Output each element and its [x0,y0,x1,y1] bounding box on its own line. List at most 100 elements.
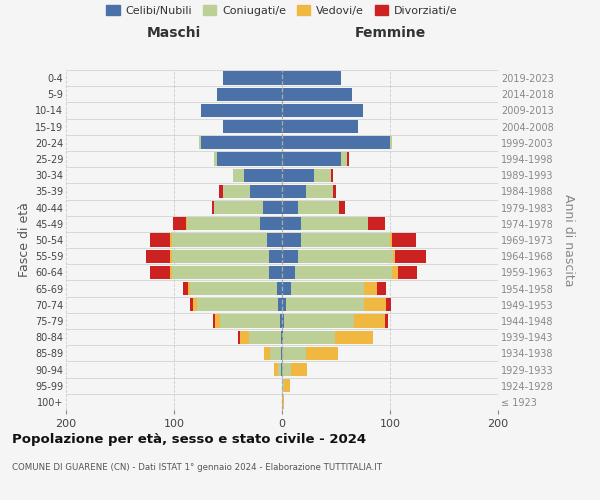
Bar [306,346,338,360]
Bar [278,363,281,376]
Bar [212,201,214,214]
Bar [295,266,392,279]
Bar [173,217,186,230]
Bar [364,298,386,312]
Bar [217,152,282,166]
Bar [150,266,170,279]
Bar [284,314,355,328]
Bar [385,314,388,328]
Bar [390,234,392,246]
Bar [150,234,170,246]
Bar [220,185,223,198]
Bar [269,250,282,263]
Bar [301,217,368,230]
Bar [238,330,240,344]
Bar [267,234,282,246]
Bar [314,168,331,182]
Bar [335,330,373,344]
Bar [339,201,344,214]
Bar [233,168,244,182]
Bar [281,330,282,344]
Bar [201,104,282,117]
Text: COMUNE DI GUARENE (CN) - Dati ISTAT 1° gennaio 2024 - Elaborazione TUTTITALIA.IT: COMUNE DI GUARENE (CN) - Dati ISTAT 1° g… [12,462,382,471]
Bar [281,363,282,376]
Bar [260,217,282,230]
Bar [197,298,278,312]
Bar [223,185,250,198]
Bar [282,88,352,101]
Bar [263,346,270,360]
Y-axis label: Anni di nascita: Anni di nascita [562,194,575,286]
Bar [386,298,391,312]
Bar [278,298,282,312]
Bar [377,282,386,295]
Bar [282,298,286,312]
Bar [282,250,298,263]
Bar [282,152,341,166]
Bar [283,330,335,344]
Bar [170,266,172,279]
Bar [298,250,393,263]
Legend: Celibi/Nubili, Coniugati/e, Vedovi/e, Divorziati/e: Celibi/Nubili, Coniugati/e, Vedovi/e, Di… [102,1,462,20]
Bar [282,266,295,279]
Bar [364,282,377,295]
Bar [282,168,314,182]
Bar [355,314,385,328]
Bar [282,136,390,149]
Bar [282,234,301,246]
Bar [282,282,290,295]
Bar [190,282,277,295]
Bar [282,346,306,360]
Bar [306,185,333,198]
Bar [368,217,385,230]
Bar [187,217,260,230]
Bar [282,379,284,392]
Bar [282,185,306,198]
Bar [217,88,282,101]
Bar [214,152,217,166]
Bar [269,266,282,279]
Bar [172,250,269,263]
Bar [248,330,281,344]
Bar [240,330,248,344]
Bar [398,266,417,279]
Bar [170,250,172,263]
Bar [333,185,336,198]
Bar [170,234,172,246]
Bar [172,266,269,279]
Bar [201,136,282,149]
Bar [282,330,283,344]
Bar [393,250,395,263]
Bar [190,298,193,312]
Bar [282,120,358,134]
Bar [290,282,364,295]
Bar [282,72,341,85]
Bar [182,282,188,295]
Bar [347,152,349,166]
Bar [172,234,267,246]
Text: Femmine: Femmine [355,26,425,40]
Bar [270,346,281,360]
Bar [331,168,333,182]
Bar [282,314,284,328]
Bar [214,201,263,214]
Bar [282,396,284,408]
Bar [220,314,280,328]
Bar [274,363,278,376]
Bar [250,185,282,198]
Y-axis label: Fasce di età: Fasce di età [17,202,31,278]
Bar [298,201,339,214]
Bar [146,250,170,263]
Bar [395,250,425,263]
Bar [244,168,282,182]
Bar [193,298,197,312]
Bar [223,120,282,134]
Bar [286,298,364,312]
Bar [392,234,416,246]
Bar [282,104,363,117]
Text: Maschi: Maschi [147,26,201,40]
Text: Popolazione per età, sesso e stato civile - 2024: Popolazione per età, sesso e stato civil… [12,432,366,446]
Bar [341,152,347,166]
Bar [392,266,398,279]
Bar [199,136,201,149]
